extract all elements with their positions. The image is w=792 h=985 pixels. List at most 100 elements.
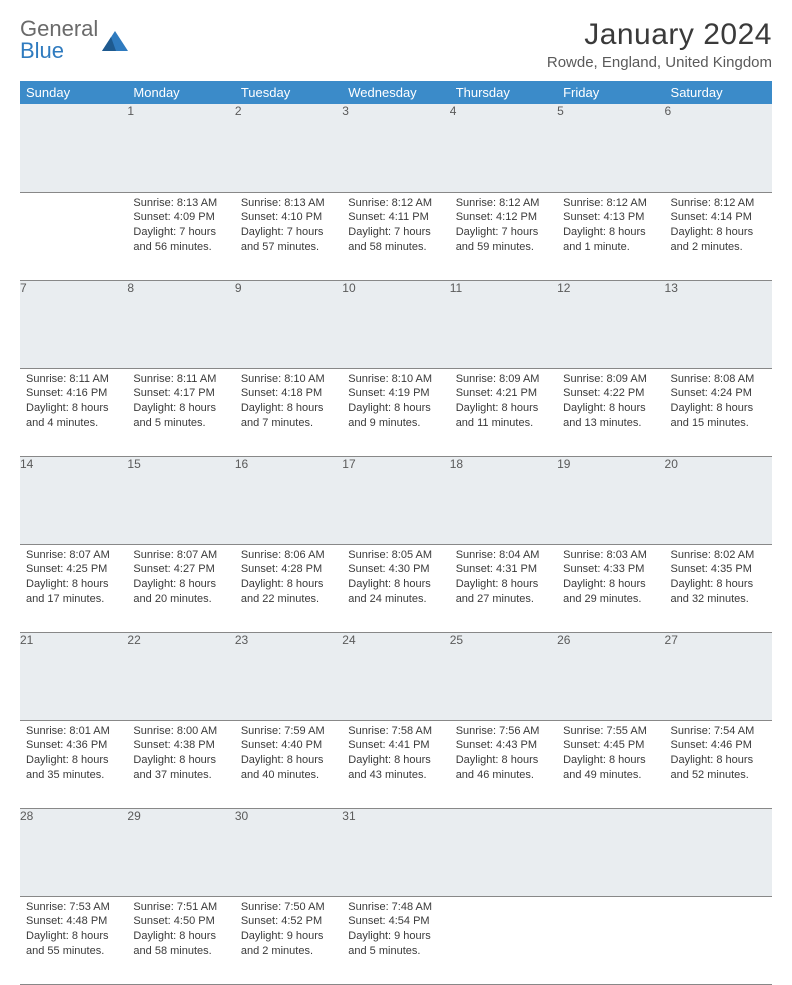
day-content: Sunrise: 8:13 AMSunset: 4:10 PMDaylight:… xyxy=(235,193,342,261)
day-cell: Sunrise: 8:08 AMSunset: 4:24 PMDaylight:… xyxy=(665,368,772,456)
day-content: Sunrise: 8:11 AMSunset: 4:16 PMDaylight:… xyxy=(20,369,127,437)
day-number-cell: 3 xyxy=(342,104,449,192)
day-number-cell xyxy=(20,104,127,192)
day-cell: Sunrise: 8:12 AMSunset: 4:14 PMDaylight:… xyxy=(665,192,772,280)
day-number-cell: 6 xyxy=(665,104,772,192)
day-content: Sunrise: 8:09 AMSunset: 4:22 PMDaylight:… xyxy=(557,369,664,437)
day-number-cell: 4 xyxy=(450,104,557,192)
day-cell: Sunrise: 7:58 AMSunset: 4:41 PMDaylight:… xyxy=(342,720,449,808)
day-cell xyxy=(557,896,664,984)
weekday-header: Tuesday xyxy=(235,81,342,104)
day-number-cell: 16 xyxy=(235,456,342,544)
weekday-header-row: SundayMondayTuesdayWednesdayThursdayFrid… xyxy=(20,81,772,104)
day-cell: Sunrise: 7:55 AMSunset: 4:45 PMDaylight:… xyxy=(557,720,664,808)
day-number-cell: 22 xyxy=(127,632,234,720)
sunrise-line: Sunrise: 8:02 AM xyxy=(671,548,766,563)
day-cell: Sunrise: 8:12 AMSunset: 4:12 PMDaylight:… xyxy=(450,192,557,280)
day-content: Sunrise: 7:54 AMSunset: 4:46 PMDaylight:… xyxy=(665,721,772,789)
daylight-line: Daylight: 7 hours and 57 minutes. xyxy=(241,225,336,255)
sunrise-line: Sunrise: 8:01 AM xyxy=(26,724,121,739)
day-cell: Sunrise: 8:10 AMSunset: 4:19 PMDaylight:… xyxy=(342,368,449,456)
day-content: Sunrise: 7:51 AMSunset: 4:50 PMDaylight:… xyxy=(127,897,234,965)
day-content: Sunrise: 7:55 AMSunset: 4:45 PMDaylight:… xyxy=(557,721,664,789)
sunrise-line: Sunrise: 7:59 AM xyxy=(241,724,336,739)
weekday-header: Monday xyxy=(127,81,234,104)
brand-name: General Blue xyxy=(20,18,98,62)
daylight-line: Daylight: 8 hours and 24 minutes. xyxy=(348,577,443,607)
weekday-header: Thursday xyxy=(450,81,557,104)
sunset-line: Sunset: 4:19 PM xyxy=(348,386,443,401)
daylight-line: Daylight: 8 hours and 40 minutes. xyxy=(241,753,336,783)
day-content: Sunrise: 8:10 AMSunset: 4:19 PMDaylight:… xyxy=(342,369,449,437)
day-content: Sunrise: 7:58 AMSunset: 4:41 PMDaylight:… xyxy=(342,721,449,789)
sunset-line: Sunset: 4:36 PM xyxy=(26,738,121,753)
daylight-line: Daylight: 8 hours and 27 minutes. xyxy=(456,577,551,607)
sunset-line: Sunset: 4:16 PM xyxy=(26,386,121,401)
daylight-line: Daylight: 8 hours and 35 minutes. xyxy=(26,753,121,783)
day-content: Sunrise: 7:50 AMSunset: 4:52 PMDaylight:… xyxy=(235,897,342,965)
sunrise-line: Sunrise: 8:07 AM xyxy=(133,548,228,563)
sunrise-line: Sunrise: 8:07 AM xyxy=(26,548,121,563)
day-number-cell: 24 xyxy=(342,632,449,720)
day-content: Sunrise: 8:02 AMSunset: 4:35 PMDaylight:… xyxy=(665,545,772,613)
day-cell: Sunrise: 8:02 AMSunset: 4:35 PMDaylight:… xyxy=(665,544,772,632)
day-cell: Sunrise: 8:07 AMSunset: 4:25 PMDaylight:… xyxy=(20,544,127,632)
day-content: Sunrise: 8:06 AMSunset: 4:28 PMDaylight:… xyxy=(235,545,342,613)
daylight-line: Daylight: 8 hours and 9 minutes. xyxy=(348,401,443,431)
sunset-line: Sunset: 4:14 PM xyxy=(671,210,766,225)
day-content: Sunrise: 8:00 AMSunset: 4:38 PMDaylight:… xyxy=(127,721,234,789)
day-cell: Sunrise: 8:03 AMSunset: 4:33 PMDaylight:… xyxy=(557,544,664,632)
sunset-line: Sunset: 4:54 PM xyxy=(348,914,443,929)
daylight-line: Daylight: 7 hours and 58 minutes. xyxy=(348,225,443,255)
day-cell: Sunrise: 8:13 AMSunset: 4:09 PMDaylight:… xyxy=(127,192,234,280)
daylight-line: Daylight: 8 hours and 52 minutes. xyxy=(671,753,766,783)
day-number-cell: 7 xyxy=(20,280,127,368)
sunset-line: Sunset: 4:10 PM xyxy=(241,210,336,225)
daylight-line: Daylight: 8 hours and 7 minutes. xyxy=(241,401,336,431)
sunset-line: Sunset: 4:40 PM xyxy=(241,738,336,753)
day-number-cell: 29 xyxy=(127,808,234,896)
day-cell: Sunrise: 7:48 AMSunset: 4:54 PMDaylight:… xyxy=(342,896,449,984)
day-number-cell: 21 xyxy=(20,632,127,720)
sunrise-line: Sunrise: 8:11 AM xyxy=(133,372,228,387)
brand-triangle-icon xyxy=(102,29,128,51)
day-content: Sunrise: 8:12 AMSunset: 4:12 PMDaylight:… xyxy=(450,193,557,261)
sunrise-line: Sunrise: 8:13 AM xyxy=(133,196,228,211)
title-block: January 2024 Rowde, England, United King… xyxy=(547,18,772,71)
sunrise-line: Sunrise: 7:54 AM xyxy=(671,724,766,739)
day-content: Sunrise: 7:59 AMSunset: 4:40 PMDaylight:… xyxy=(235,721,342,789)
day-number-cell xyxy=(665,808,772,896)
day-content: Sunrise: 8:05 AMSunset: 4:30 PMDaylight:… xyxy=(342,545,449,613)
day-number-cell: 9 xyxy=(235,280,342,368)
daylight-line: Daylight: 8 hours and 43 minutes. xyxy=(348,753,443,783)
sunrise-line: Sunrise: 8:09 AM xyxy=(456,372,551,387)
brand-logo: General Blue xyxy=(20,18,128,62)
day-number-cell: 8 xyxy=(127,280,234,368)
daylight-line: Daylight: 8 hours and 15 minutes. xyxy=(671,401,766,431)
day-number-cell: 30 xyxy=(235,808,342,896)
sunset-line: Sunset: 4:43 PM xyxy=(456,738,551,753)
sunset-line: Sunset: 4:50 PM xyxy=(133,914,228,929)
daylight-line: Daylight: 8 hours and 13 minutes. xyxy=(563,401,658,431)
sunset-line: Sunset: 4:17 PM xyxy=(133,386,228,401)
sunset-line: Sunset: 4:09 PM xyxy=(133,210,228,225)
day-content: Sunrise: 8:12 AMSunset: 4:11 PMDaylight:… xyxy=(342,193,449,261)
day-number-cell: 18 xyxy=(450,456,557,544)
daylight-line: Daylight: 8 hours and 46 minutes. xyxy=(456,753,551,783)
sunset-line: Sunset: 4:22 PM xyxy=(563,386,658,401)
sunrise-line: Sunrise: 7:53 AM xyxy=(26,900,121,915)
day-content: Sunrise: 7:56 AMSunset: 4:43 PMDaylight:… xyxy=(450,721,557,789)
sunset-line: Sunset: 4:45 PM xyxy=(563,738,658,753)
day-cell: Sunrise: 7:59 AMSunset: 4:40 PMDaylight:… xyxy=(235,720,342,808)
day-number-cell: 13 xyxy=(665,280,772,368)
daylight-line: Daylight: 7 hours and 56 minutes. xyxy=(133,225,228,255)
day-cell: Sunrise: 7:53 AMSunset: 4:48 PMDaylight:… xyxy=(20,896,127,984)
day-cell: Sunrise: 8:06 AMSunset: 4:28 PMDaylight:… xyxy=(235,544,342,632)
daylight-line: Daylight: 8 hours and 5 minutes. xyxy=(133,401,228,431)
sunset-line: Sunset: 4:41 PM xyxy=(348,738,443,753)
weekday-header: Friday xyxy=(557,81,664,104)
day-cell: Sunrise: 8:10 AMSunset: 4:18 PMDaylight:… xyxy=(235,368,342,456)
brand-name-b: Blue xyxy=(20,38,64,63)
daylight-line: Daylight: 8 hours and 1 minute. xyxy=(563,225,658,255)
sunset-line: Sunset: 4:38 PM xyxy=(133,738,228,753)
